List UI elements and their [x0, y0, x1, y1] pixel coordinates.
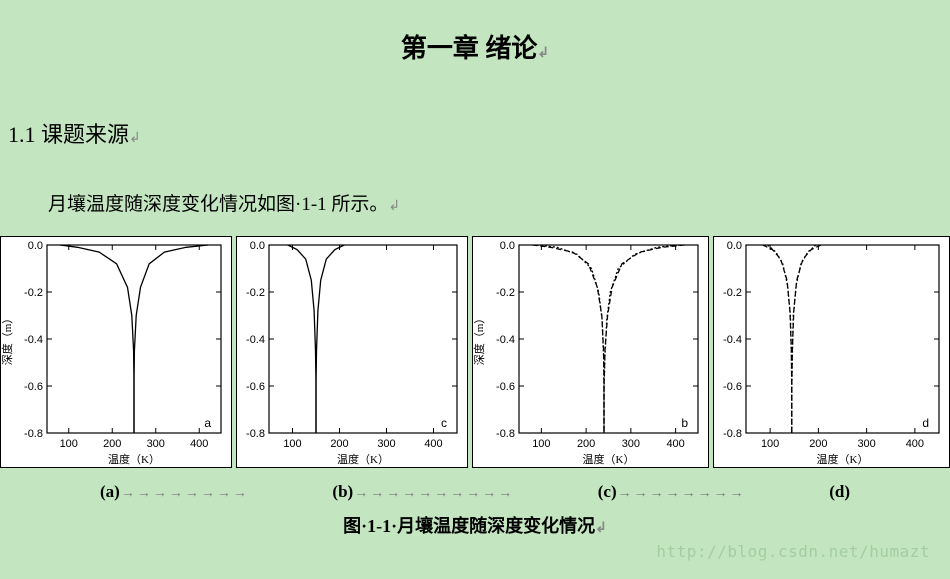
arrow-icon: → — [681, 486, 697, 501]
svg-text:深度（m）: 深度（m） — [473, 313, 486, 366]
svg-text:温度（K）: 温度（K） — [817, 452, 869, 466]
sub-label-c: (c)→→→→→→→→ — [598, 482, 745, 502]
svg-text:200: 200 — [103, 438, 121, 450]
svg-text:c: c — [441, 416, 447, 430]
arrow-icon: → — [729, 486, 745, 501]
svg-text:温度（K）: 温度（K） — [337, 452, 389, 466]
arrow-icon: → — [369, 486, 385, 501]
svg-text:300: 300 — [147, 438, 165, 450]
para-mark: ↲ — [595, 521, 607, 536]
svg-text:200: 200 — [330, 438, 348, 450]
body-text: 月壤温度随深度变化情况如图·1-1 所示。↲ — [0, 149, 950, 216]
svg-text:100: 100 — [532, 438, 550, 450]
svg-text:-0.8: -0.8 — [496, 428, 515, 440]
sub-labels-row: (a)→→→→→→→→ (b)→→→→→→→→→→ (c)→→→→→→→→ (d… — [0, 468, 950, 502]
arrow-icon: → — [617, 486, 633, 501]
sub-label-d: (d) — [829, 482, 850, 502]
svg-text:0.0: 0.0 — [250, 240, 265, 252]
svg-text:100: 100 — [761, 438, 779, 450]
para-mark: ↲ — [129, 131, 141, 146]
arrow-icon: → — [713, 486, 729, 501]
svg-text:d: d — [922, 416, 929, 430]
arrow-icon: → — [697, 486, 713, 501]
svg-text:-0.4: -0.4 — [24, 334, 43, 346]
arrow-icon: → — [481, 486, 497, 501]
svg-text:-0.8: -0.8 — [246, 428, 265, 440]
watermark: http://blog.csdn.net/humazt — [656, 542, 930, 561]
svg-text:400: 400 — [666, 438, 684, 450]
section-title: 1.1 课题来源↲ — [0, 65, 950, 149]
arrow-icon: → — [417, 486, 433, 501]
section-title-text: 1.1 课题来源 — [8, 122, 129, 147]
svg-text:0.0: 0.0 — [500, 240, 515, 252]
arrow-icon: → — [232, 486, 248, 501]
svg-text:200: 200 — [577, 438, 595, 450]
arrow-icon: → — [136, 486, 152, 501]
svg-text:400: 400 — [906, 438, 924, 450]
svg-text:100: 100 — [60, 438, 78, 450]
svg-text:-0.8: -0.8 — [24, 428, 43, 440]
arrow-icon: → — [497, 486, 513, 501]
arrow-icon: → — [216, 486, 232, 501]
para-mark: ↲ — [537, 46, 549, 61]
svg-text:-0.4: -0.4 — [246, 334, 265, 346]
chart-panel-b: 0.0 -0.2 -0.4 -0.6 -0.8 100 200 300 400 b 温度（K） 深度（… — [472, 236, 709, 468]
figure-caption-text: 图·1-1·月壤温度随深度变化情况 — [343, 516, 595, 536]
arrow-icon: → — [433, 486, 449, 501]
svg-text:-0.6: -0.6 — [246, 381, 265, 393]
svg-text:300: 300 — [377, 438, 395, 450]
svg-text:300: 300 — [622, 438, 640, 450]
svg-text:-0.4: -0.4 — [723, 334, 742, 346]
arrow-icon: → — [353, 486, 369, 501]
svg-text:0.0: 0.0 — [28, 240, 43, 252]
svg-text:-0.8: -0.8 — [723, 428, 742, 440]
svg-text:a: a — [204, 416, 211, 430]
svg-text:-0.2: -0.2 — [723, 287, 742, 299]
svg-text:-0.6: -0.6 — [24, 381, 43, 393]
svg-text:-0.2: -0.2 — [496, 287, 515, 299]
svg-text:深度（m）: 深度（m） — [1, 313, 14, 366]
svg-text:0.0: 0.0 — [727, 240, 742, 252]
svg-text:-0.6: -0.6 — [496, 381, 515, 393]
svg-text:100: 100 — [283, 438, 301, 450]
svg-text:温度（K）: 温度（K） — [108, 452, 160, 466]
arrow-icon: → — [184, 486, 200, 501]
sub-label-b: (b)→→→→→→→→→→ — [332, 482, 513, 502]
para-mark: ↲ — [388, 199, 400, 214]
svg-text:-0.2: -0.2 — [24, 287, 43, 299]
svg-text:200: 200 — [809, 438, 827, 450]
svg-text:-0.2: -0.2 — [246, 287, 265, 299]
arrow-icon: → — [649, 486, 665, 501]
arrow-icon: → — [465, 486, 481, 501]
chart-panel-d: 0.0 -0.2 -0.4 -0.6 -0.8 100 200 300 400 d 温度（K） — [713, 236, 950, 468]
arrow-icon: → — [200, 486, 216, 501]
chapter-title-text: 第一章 绪论 — [401, 34, 538, 63]
svg-text:-0.6: -0.6 — [723, 381, 742, 393]
arrow-icon: → — [385, 486, 401, 501]
body-text-content: 月壤温度随深度变化情况如图·1-1 所示。 — [48, 194, 388, 215]
svg-text:300: 300 — [857, 438, 875, 450]
arrow-icon: → — [168, 486, 184, 501]
arrow-icon: → — [120, 486, 136, 501]
arrow-icon: → — [152, 486, 168, 501]
svg-text:b: b — [681, 416, 688, 430]
arrow-icon: → — [401, 486, 417, 501]
svg-text:400: 400 — [424, 438, 442, 450]
arrow-icon: → — [449, 486, 465, 501]
arrow-icon: → — [633, 486, 649, 501]
chart-panel-a: 0.0 -0.2 -0.4 -0.6 -0.8 100 200 300 400 a 温度（K） 深度（… — [0, 236, 232, 468]
figure-caption: 图·1-1·月壤温度随深度变化情况↲ — [0, 502, 950, 538]
sub-label-a: (a)→→→→→→→→ — [100, 482, 248, 502]
chart-panel-c: 0.0 -0.2 -0.4 -0.6 -0.8 100 200 300 400 c 温度（K） — [236, 236, 468, 468]
svg-text:-0.4: -0.4 — [496, 334, 515, 346]
chapter-title: 第一章 绪论↲ — [0, 0, 950, 65]
charts-row: 0.0 -0.2 -0.4 -0.6 -0.8 100 200 300 400 a 温度（K） 深度（… — [0, 236, 950, 468]
svg-text:温度（K）: 温度（K） — [583, 452, 635, 466]
svg-text:400: 400 — [190, 438, 208, 450]
arrow-icon: → — [665, 486, 681, 501]
